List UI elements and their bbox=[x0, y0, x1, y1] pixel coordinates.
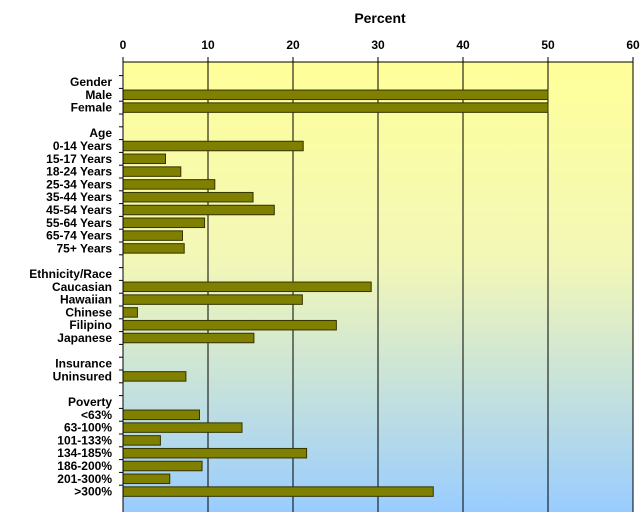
bar bbox=[122, 473, 171, 485]
x-tick-label: 0 bbox=[120, 38, 127, 52]
category-label: <63% bbox=[81, 408, 112, 422]
category-label: 101-133% bbox=[57, 433, 112, 447]
category-label: >300% bbox=[74, 485, 112, 499]
category-label: 35-44 Years bbox=[46, 190, 112, 204]
bar bbox=[122, 371, 187, 382]
category-label: Hawaiian bbox=[60, 293, 112, 307]
group-label: Poverty bbox=[68, 395, 112, 409]
category-label: Chinese bbox=[65, 305, 112, 319]
group-label: Insurance bbox=[55, 357, 112, 371]
bar bbox=[122, 422, 243, 433]
x-tick-label: 20 bbox=[286, 38, 300, 52]
bar bbox=[122, 307, 138, 318]
category-label: Male bbox=[85, 88, 112, 102]
bar bbox=[122, 140, 304, 152]
category-label: 25-34 Years bbox=[46, 177, 112, 191]
category-label: Japanese bbox=[57, 331, 112, 345]
bar bbox=[122, 281, 372, 293]
bar bbox=[122, 460, 203, 472]
bar bbox=[122, 294, 303, 305]
bar bbox=[122, 153, 166, 165]
group-label: Ethnicity/Race bbox=[29, 267, 112, 281]
category-label: 18-24 Years bbox=[46, 165, 112, 179]
category-label: 55-64 Years bbox=[46, 216, 112, 230]
bar bbox=[122, 332, 255, 344]
category-label: 134-185% bbox=[57, 446, 112, 460]
x-tick-label: 60 bbox=[626, 38, 640, 52]
bar bbox=[122, 435, 161, 446]
bar bbox=[122, 319, 337, 331]
category-label: 75+ Years bbox=[56, 241, 112, 255]
x-tick-label: 40 bbox=[456, 38, 470, 52]
category-label: 63-100% bbox=[64, 421, 112, 435]
category-label: 15-17 Years bbox=[46, 152, 112, 166]
bar bbox=[122, 217, 206, 229]
category-label: 0-14 Years bbox=[53, 139, 112, 153]
category-label: 45-54 Years bbox=[46, 203, 112, 217]
category-label: 65-74 Years bbox=[46, 229, 112, 243]
bar bbox=[122, 230, 183, 241]
bar bbox=[122, 166, 182, 177]
bar bbox=[122, 191, 254, 203]
bar bbox=[122, 409, 200, 421]
category-label: Caucasian bbox=[52, 280, 112, 294]
bar bbox=[122, 89, 549, 101]
x-tick-label: 50 bbox=[541, 38, 555, 52]
bar bbox=[122, 204, 275, 216]
category-label: 201-300% bbox=[57, 472, 112, 486]
x-tick-label: 10 bbox=[201, 38, 215, 52]
group-label: Gender bbox=[70, 75, 112, 89]
category-label: Female bbox=[71, 101, 113, 115]
category-label: Uninsured bbox=[53, 369, 112, 383]
category-label: 186-200% bbox=[57, 459, 112, 473]
x-tick-label: 30 bbox=[371, 38, 385, 52]
chart-title: Percent bbox=[354, 10, 406, 26]
bar bbox=[122, 486, 434, 497]
bar bbox=[122, 102, 549, 113]
group-label: Age bbox=[89, 126, 112, 140]
bar bbox=[122, 179, 216, 190]
category-label: Filipino bbox=[69, 318, 112, 332]
bar bbox=[122, 243, 185, 254]
bar bbox=[122, 447, 308, 459]
